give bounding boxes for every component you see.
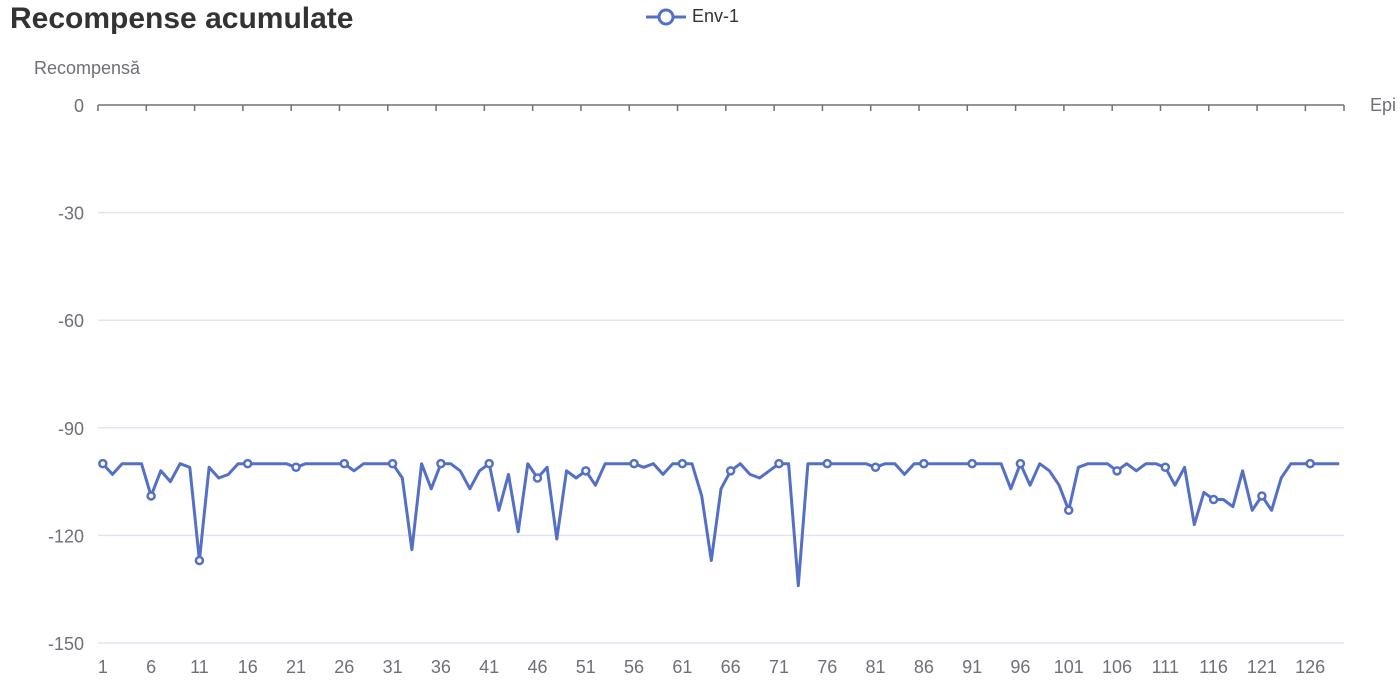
data-point[interactable] xyxy=(532,473,543,483)
y-axis-label: Recompensă xyxy=(34,58,141,78)
x-tick-label: 76 xyxy=(817,657,837,677)
x-tick-label: 56 xyxy=(624,657,644,677)
data-point[interactable] xyxy=(98,458,108,469)
x-tick-label: 16 xyxy=(238,657,258,677)
y-tick-label: -120 xyxy=(48,526,84,546)
x-tick-label: 11 xyxy=(190,657,209,677)
legend[interactable]: Env-1 xyxy=(646,6,739,27)
data-point[interactable] xyxy=(629,458,639,469)
x-tick-label: 1 xyxy=(98,657,108,677)
data-point[interactable] xyxy=(919,458,929,469)
data-point[interactable] xyxy=(1305,458,1315,469)
x-tick-label: 21 xyxy=(286,657,306,677)
y-tick-label: -90 xyxy=(58,419,84,439)
y-tick-label: -30 xyxy=(58,204,84,224)
x-tick-label: 86 xyxy=(914,657,934,677)
data-point[interactable] xyxy=(1160,462,1171,473)
data-point[interactable] xyxy=(967,458,977,469)
data-point[interactable] xyxy=(339,458,350,469)
x-tick-label: 106 xyxy=(1102,657,1132,677)
x-tick-label: 26 xyxy=(334,657,354,677)
x-tick-label: 6 xyxy=(146,657,156,677)
x-tick-label: 31 xyxy=(383,657,403,677)
x-tick-label: 91 xyxy=(962,657,982,677)
data-point[interactable] xyxy=(1112,466,1122,476)
data-point[interactable] xyxy=(291,462,301,473)
data-point[interactable] xyxy=(194,555,205,566)
x-tick-label: 81 xyxy=(866,657,886,677)
data-point[interactable] xyxy=(1257,491,1267,501)
x-tick-label: 101 xyxy=(1054,657,1084,677)
data-point[interactable] xyxy=(387,458,398,469)
x-tick-label: 61 xyxy=(672,657,692,677)
data-point[interactable] xyxy=(581,466,591,476)
data-point[interactable] xyxy=(1208,494,1219,505)
data-point[interactable] xyxy=(870,462,881,473)
x-tick-label: 121 xyxy=(1247,657,1277,677)
data-point[interactable] xyxy=(242,458,253,469)
data-point[interactable] xyxy=(677,458,688,469)
data-point[interactable] xyxy=(146,491,156,501)
x-tick-label: 111 xyxy=(1152,657,1179,677)
x-axis-label: Epi xyxy=(1370,95,1396,115)
x-tick-label: 36 xyxy=(431,657,451,677)
data-point[interactable] xyxy=(484,458,494,469)
legend-line-icon xyxy=(646,8,686,25)
x-tick-label: 41 xyxy=(479,657,499,677)
y-tick-label: 0 xyxy=(74,96,84,116)
x-tick-label: 71 xyxy=(769,657,789,677)
chart-title: Recompense acumulate xyxy=(10,2,354,35)
data-point[interactable] xyxy=(436,458,446,469)
data-point[interactable] xyxy=(1015,458,1026,469)
x-tick-label: 66 xyxy=(721,657,741,677)
x-tick-label: 126 xyxy=(1295,657,1325,677)
series-line xyxy=(101,462,1340,588)
x-tick-label: 46 xyxy=(527,657,547,677)
legend-label-env-1: Env-1 xyxy=(692,6,740,26)
y-tick-label: -60 xyxy=(58,311,84,331)
x-tick-label: 51 xyxy=(576,657,596,677)
data-point[interactable] xyxy=(725,466,736,476)
data-point[interactable] xyxy=(822,458,832,469)
x-tick-label: 116 xyxy=(1199,657,1228,677)
y-tick-label: -150 xyxy=(48,634,84,654)
x-tick-label: 96 xyxy=(1010,657,1030,677)
data-point[interactable] xyxy=(774,458,784,469)
data-point[interactable] xyxy=(1063,505,1074,516)
